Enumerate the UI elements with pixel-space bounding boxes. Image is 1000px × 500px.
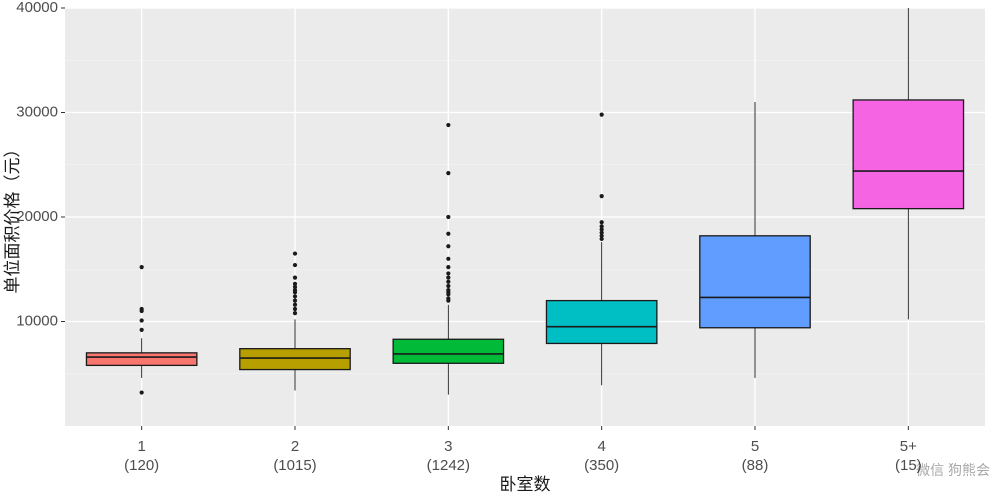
y-tick-label: 20000 <box>16 208 58 225</box>
x-axis: 1(120) 2(1015) 3(1242) 4(350) 5(88) 5+(15) <box>124 426 922 474</box>
x-tick-label: 2(1015) <box>273 438 316 474</box>
y-tick-label: 10000 <box>16 312 58 329</box>
x-tick-label: 1(120) <box>124 438 159 474</box>
x-tick-label: 4(350) <box>584 438 619 474</box>
x-tick-label: 5(88) <box>742 438 769 474</box>
boxplot-chart: 10000 20000 30000 40000 单位面积价格（元） 1(120) 2(101… <box>0 0 1000 500</box>
y-tick-label: 40000 <box>16 0 58 16</box>
x-tick-label: 5+(15) <box>895 438 922 474</box>
y-axis-title: 单位面积价格（元） <box>3 141 22 294</box>
y-tick-label: 30000 <box>16 103 58 120</box>
chart-svg: 10000 20000 30000 40000 单位面积价格（元） 1(120) 2(101… <box>0 0 1000 500</box>
x-tick-label: 3(1242) <box>427 438 470 474</box>
y-axis: 10000 20000 30000 40000 <box>16 0 65 329</box>
x-axis-title: 卧室数 <box>500 475 551 494</box>
